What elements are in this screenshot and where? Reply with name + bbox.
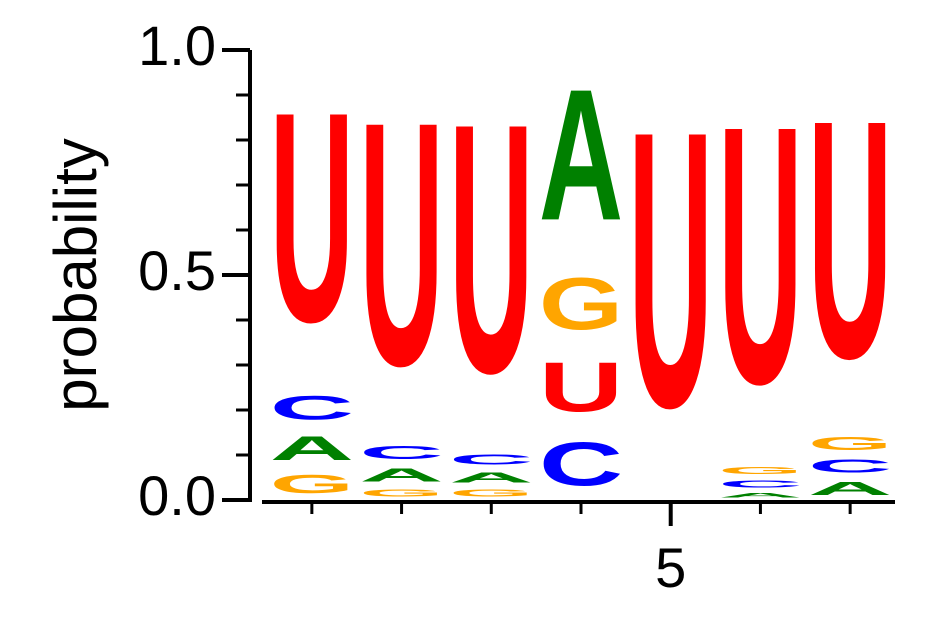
logo-letter: U [629, 49, 713, 490]
logo-letter: A [449, 469, 533, 485]
logo-letter: C [449, 451, 533, 467]
logo-letter: U [449, 50, 533, 448]
y-tick-label: 0.0 [138, 464, 216, 527]
logo-letter: G [808, 434, 892, 454]
y-tick-label: 0.5 [138, 239, 216, 302]
logo-letter: C [539, 429, 623, 499]
logo-letter: C [270, 389, 354, 427]
logo-letter: U [808, 49, 892, 429]
logo-letter: G [359, 488, 443, 499]
logo-letter: U [718, 49, 802, 460]
y-axis-label: probability [42, 138, 109, 412]
logo-letter: U [539, 349, 623, 427]
logo-letter: G [539, 262, 623, 345]
logo-letter: C [808, 456, 892, 477]
logo-letter: A [808, 478, 892, 499]
logo-letter: C [718, 478, 802, 490]
logo-letter: C [359, 442, 443, 463]
x-tick-label: 5 [655, 536, 686, 599]
logo-letter: A [359, 465, 443, 486]
logo-letter: A [718, 492, 802, 499]
logo-letter: G [718, 465, 802, 476]
logo-letter: G [270, 469, 354, 498]
logo-letter: U [359, 49, 443, 438]
y-tick-label: 1.0 [138, 14, 216, 77]
logo-letter: A [270, 429, 354, 467]
logo-letter: U [270, 50, 354, 385]
logo-letter: A [539, 51, 623, 260]
logo-letter: G [449, 488, 533, 499]
